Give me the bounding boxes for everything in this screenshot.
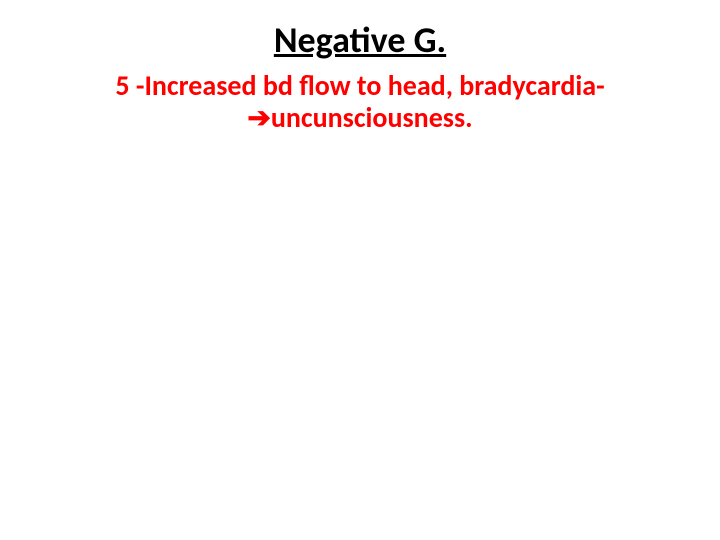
arrow-icon: ➔ bbox=[247, 102, 270, 133]
slide-subtitle: 5 -Increased bd flow to head, bradycardi… bbox=[0, 70, 720, 134]
slide-title: Negative G. bbox=[0, 18, 720, 62]
subtitle-line2: uncunsciousness. bbox=[271, 100, 473, 135]
subtitle-line1: 5 -Increased bd flow to head, bradycardi… bbox=[115, 68, 604, 103]
slide: Negative G. 5 -Increased bd flow to head… bbox=[0, 0, 720, 540]
